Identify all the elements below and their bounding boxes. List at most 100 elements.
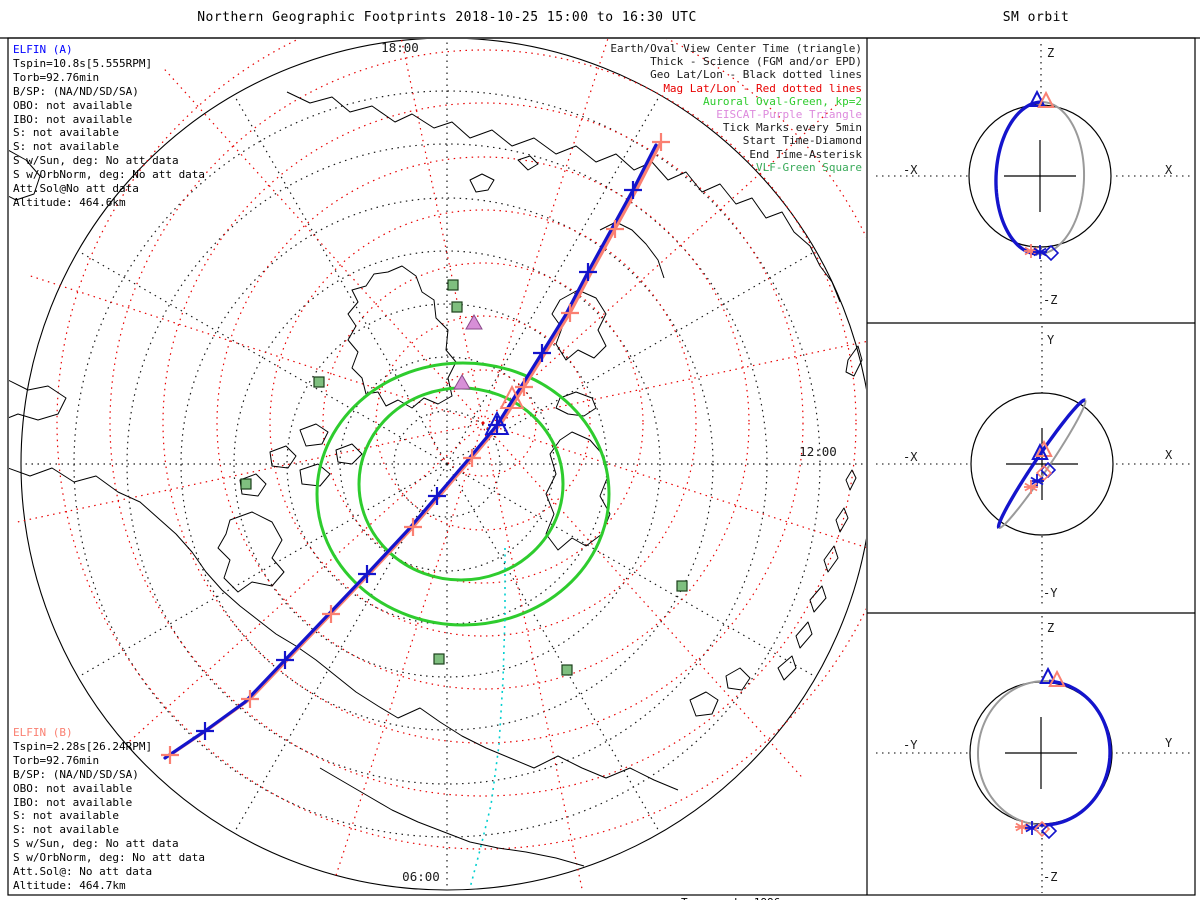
elfin-b-title: ELFIN (B) — [13, 726, 73, 739]
axis-label: X — [1165, 448, 1173, 462]
vlf-square — [451, 301, 463, 313]
map-title: Northern Geographic Footprints 2018-10-2… — [197, 10, 697, 25]
legend-item: Mag Lat/Lon - Red dotted lines — [663, 81, 862, 95]
diamond-marker — [1040, 822, 1058, 840]
elfin-b-line: Altitude: 464.7km — [13, 878, 126, 892]
geo-grid — [20, 39, 866, 891]
tick-mark — [606, 220, 624, 238]
tick-mark — [561, 304, 579, 322]
axis-label: -X — [903, 163, 918, 177]
cyan-dotted-line — [469, 548, 506, 889]
vlf-square — [447, 279, 459, 291]
mlt-label: 12:00 — [799, 444, 837, 459]
tick-mark — [358, 565, 376, 583]
elfin-b-line: S w/OrbNorm, deg: No att data — [13, 851, 206, 865]
view-center-triangle — [484, 410, 510, 435]
elfin-a-line: S w/OrbNorm, deg: No att data — [13, 168, 206, 182]
elfin-a-line: B/SP: (NA/ND/SD/SA) — [13, 84, 139, 98]
orbit-arc-blue — [996, 398, 1086, 529]
view-center-triangle — [499, 384, 525, 409]
tick-mark — [241, 690, 259, 708]
diamond-marker — [1042, 244, 1060, 262]
legend-item: EISCAT-Purple Triangle — [716, 108, 862, 122]
tick-mark — [322, 605, 340, 623]
axis-label: -Y — [1043, 586, 1058, 600]
sm-orbit-title: SM orbit — [1002, 10, 1070, 25]
sm-orbit-panel — [876, 44, 1192, 318]
view-center-triangle — [1028, 89, 1046, 107]
elfin-b-info-block: ELFIN (B) Tspin=2.28s[26.24RPM] Torb=92.76… — [13, 726, 205, 893]
axis-label: Z — [1047, 46, 1055, 60]
elfin-b-line: S: not available — [13, 809, 119, 823]
axis-label: Z — [1047, 621, 1055, 635]
elfin-a-title: ELFIN (A) — [13, 43, 73, 56]
elfin-b-line: IBO: not available — [13, 795, 133, 809]
elfin-a-line: IBO: not available — [13, 112, 133, 126]
axis-label: -Z — [1043, 870, 1058, 884]
view-center-triangle — [1031, 442, 1049, 460]
legend-item: Start Time-Diamond — [742, 134, 862, 148]
legend-item: VLF-Green Square — [756, 160, 862, 174]
tick-mark — [463, 449, 481, 467]
view-center-triangle — [1037, 90, 1055, 108]
vlf-square — [561, 664, 573, 676]
diamond-marker — [1035, 464, 1053, 482]
tick-mark — [515, 378, 533, 396]
orbit-arc-blue — [994, 100, 1043, 256]
orbit-arc-blue — [1038, 679, 1112, 827]
vlf-square — [313, 376, 325, 388]
sm-orbit-panel — [876, 326, 1192, 608]
eiscat-triangle — [453, 373, 471, 390]
mlt-label: 18:00 — [381, 40, 419, 55]
mag-grid — [14, 39, 866, 892]
elfin-a-line: Altitude: 464.6km — [13, 195, 126, 209]
elfin-a-track — [163, 143, 658, 760]
vlf-square — [676, 580, 688, 592]
legend-item: Auroral Oval-Green, kp=2 — [703, 94, 862, 108]
model-name: Tsyganenko-1996 — [681, 896, 900, 900]
figure-border — [7, 37, 1196, 896]
legend-item: Thick - Science (FGM and/or EPD) — [650, 55, 862, 69]
tick-mark — [533, 344, 551, 362]
tick-mark — [196, 722, 214, 740]
view-center-triangle — [1039, 666, 1057, 684]
elfin-a-line: S: not available — [13, 126, 119, 140]
elfin-b-line: Torb=92.76min — [13, 753, 100, 767]
eiscat-triangle — [465, 313, 483, 330]
credits: Tsyganenko-1996 Created: Sun Jan 29 08:5… — [681, 858, 900, 900]
elfin-b-line: B/SP: (NA/ND/SD/SA) — [13, 767, 139, 781]
tick-mark — [428, 487, 446, 505]
axis-label: -Y — [903, 738, 918, 752]
legend: Earth/Oval View Center Time (triangle) Th… — [610, 42, 862, 174]
mlt-label: 06:00 — [402, 869, 440, 884]
elfin-a-line: Torb=92.76min — [13, 70, 100, 84]
tick-mark — [579, 263, 597, 281]
elfin-b-line: OBO: not available — [13, 781, 133, 795]
tick-mark — [652, 133, 670, 151]
elfin-a-info-block: ELFIN (A) Tspin=10.8s[5.555RPM] Torb=92.76… — [13, 43, 205, 210]
vlf-square — [433, 653, 445, 665]
axis-label: Y — [1047, 333, 1055, 347]
axis-label: Y — [1165, 736, 1173, 750]
elfin-b-line: Att.Sol@: No att data — [13, 865, 153, 879]
legend-item: Earth/Oval View Center Time (triangle) — [610, 42, 862, 55]
axis-label: -Z — [1043, 293, 1058, 307]
legend-item: Geo Lat/Lon - Black dotted lines — [650, 68, 862, 82]
elfin-a-line: Tspin=10.8s[5.555RPM] — [13, 56, 153, 70]
orbit-arc-gray — [998, 399, 1087, 529]
elfin-b-line: S: not available — [13, 823, 119, 837]
view-center-triangle — [1048, 669, 1066, 687]
tick-mark — [404, 518, 422, 536]
orbit-arc-gray — [976, 680, 1050, 826]
auroral-oval — [315, 361, 611, 627]
sm-orbit-panel — [876, 616, 1192, 893]
elfin-a-line: Att.Sol@No att data — [13, 182, 139, 196]
elfin-a-line: OBO: not available — [13, 98, 133, 112]
tick-mark — [624, 181, 642, 199]
asterisk-marker — [1024, 480, 1038, 494]
asterisk-marker — [1030, 474, 1044, 488]
vlf-square — [240, 478, 252, 490]
legend-item: End Time-Asterisk — [749, 147, 862, 161]
